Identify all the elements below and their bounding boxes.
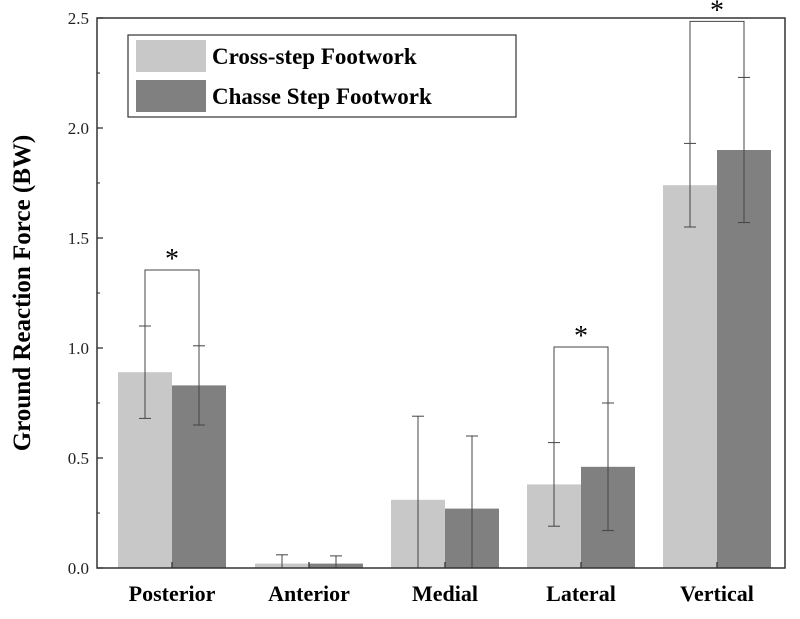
significance-marker: * [165,244,179,275]
x-tick-label-vertical: Vertical [680,581,754,606]
x-tick-label-anterior: Anterior [268,581,350,606]
y-tick-label-1: 0.5 [68,449,89,468]
bracket-line [144,269,200,346]
y-axis-title: Ground Reaction Force (BW) [9,135,36,451]
x-tick-label-lateral: Lateral [546,581,616,606]
y-tick-label-5: 2.5 [68,9,89,28]
bracket-line [553,346,609,443]
significance-bracket-vertical: * [689,0,745,144]
significance-bracket-lateral: * [553,321,609,443]
significance-marker: * [574,321,588,352]
x-axis: Posterior Anterior Medial Lateral Vertical [129,562,754,606]
y-tick-label-4: 2.0 [68,119,89,138]
x-tick-label-medial: Medial [412,581,478,606]
significance-marker: * [710,0,724,26]
legend: Cross-step Footwork Chasse Step Footwork [127,34,517,118]
significance-bracket-posterior: * [144,244,200,346]
legend-swatch-cross-step [136,40,206,72]
bracket-line [689,20,745,144]
y-tick-label-3: 1.5 [68,229,89,248]
significance-layer: * * * [144,0,745,443]
y-tick-label-2: 1.0 [68,339,89,358]
y-tick-label-0: 0.0 [68,559,89,578]
bars-layer [118,150,771,568]
error-bars-layer [139,76,750,569]
y-axis: 0.0 0.5 1.0 1.5 2.0 2.5 [68,9,103,578]
legend-label-cross-step: Cross-step Footwork [212,44,417,69]
bar-vertical-series-1 [663,185,717,568]
legend-label-chasse-step: Chasse Step Footwork [212,84,432,109]
x-tick-label-posterior: Posterior [129,581,216,606]
legend-swatch-chasse-step [136,80,206,112]
